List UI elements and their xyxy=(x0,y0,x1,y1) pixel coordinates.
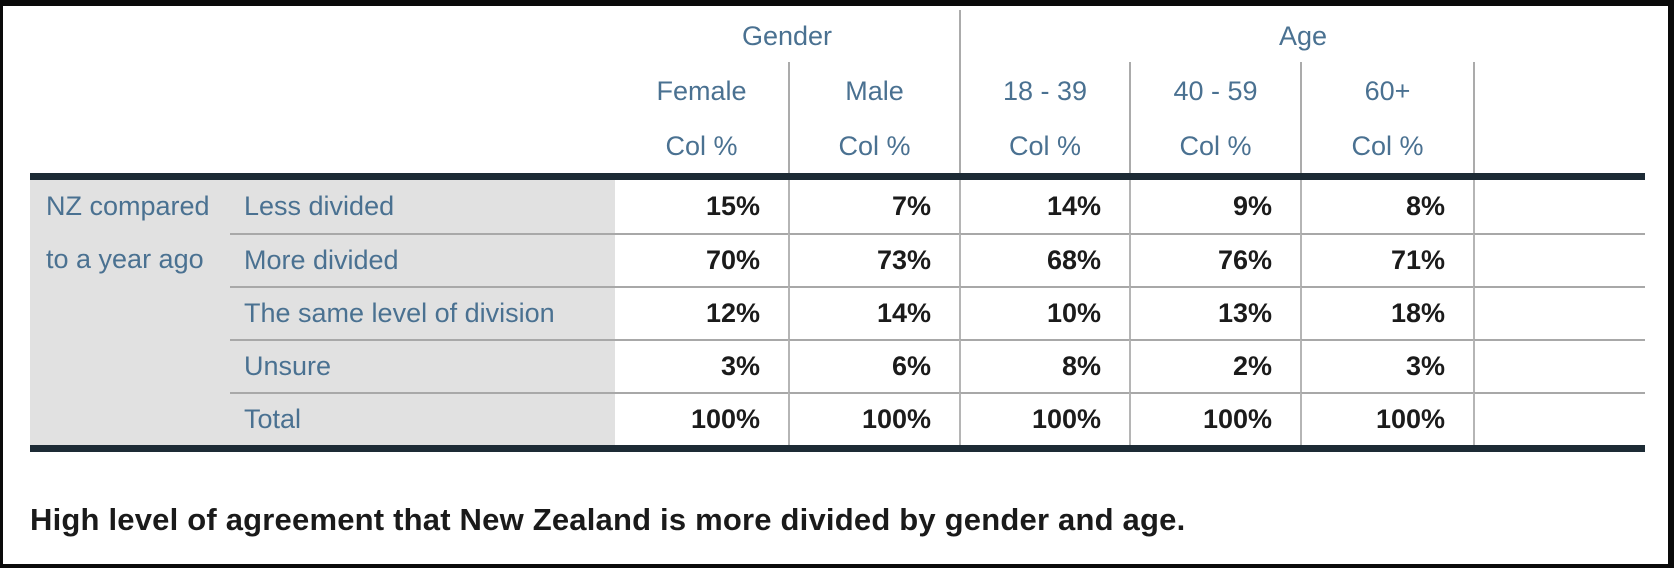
table-cell: 100% xyxy=(1129,392,1300,445)
column-header-empty xyxy=(1473,62,1645,120)
row-label-total: Total xyxy=(230,392,615,445)
table-cell: 14% xyxy=(788,286,959,339)
column-header-male: Male xyxy=(788,62,959,120)
table-cell: 68% xyxy=(959,233,1129,286)
table-cell: 10% xyxy=(959,286,1129,339)
table-cell: 70% xyxy=(615,233,788,286)
table-cell: 3% xyxy=(1300,339,1473,392)
table-cell: 9% xyxy=(1129,180,1300,233)
subheader-col-pct: Col % xyxy=(1300,120,1473,173)
table-cell: 13% xyxy=(1129,286,1300,339)
table-cell: 3% xyxy=(615,339,788,392)
table-cell: 7% xyxy=(788,180,959,233)
column-group-gender: Gender xyxy=(741,20,833,51)
subheader-col-pct: Col % xyxy=(1129,120,1300,173)
table-body: NZ compared to a year ago Less divided 1… xyxy=(30,180,1645,445)
subheader-col-pct: Col % xyxy=(788,120,959,173)
subheader-col-pct: Col % xyxy=(959,120,1129,173)
table-cell: 71% xyxy=(1300,233,1473,286)
column-group-age: Age xyxy=(959,10,1645,62)
table-cell: 8% xyxy=(959,339,1129,392)
row-group-label: NZ compared to a year ago xyxy=(30,180,230,445)
table-top-rule xyxy=(30,173,1645,180)
table-cell: 15% xyxy=(705,191,760,221)
table-cell: 2% xyxy=(1129,339,1300,392)
row-label-unsure: Unsure xyxy=(230,339,615,392)
table-cell: 100% xyxy=(615,392,788,445)
row-label-more-divided: More divided xyxy=(230,233,615,286)
table-cell-empty xyxy=(1473,233,1645,286)
subheader-col-pct: Col % xyxy=(665,131,738,161)
table-header: Gender Age Female Male 18 - 39 40 - 59 6… xyxy=(30,10,1645,173)
table-cell: 18% xyxy=(1300,286,1473,339)
table-cell: 100% xyxy=(1300,392,1473,445)
row-label-less-divided: Less divided xyxy=(230,180,615,233)
table-cell-empty xyxy=(1473,180,1645,233)
column-header-60plus: 60+ xyxy=(1300,62,1473,120)
table-bottom-rule xyxy=(30,445,1645,452)
crosstab-table: Gender Age Female Male 18 - 39 40 - 59 6… xyxy=(30,10,1645,452)
column-header-female: Female xyxy=(656,75,747,106)
row-group-label-line2: to a year ago xyxy=(46,244,204,274)
summary-caption: High level of agreement that New Zealand… xyxy=(30,502,1186,537)
table-cell-empty xyxy=(1473,286,1645,339)
table-cell: 12% xyxy=(615,286,788,339)
row-label-same-level: The same level of division xyxy=(230,286,615,339)
column-header-40-59: 40 - 59 xyxy=(1129,62,1300,120)
table-cell: 76% xyxy=(1129,233,1300,286)
header-spacer xyxy=(30,62,615,120)
table-cell-empty xyxy=(1473,392,1645,445)
table-cell: 8% xyxy=(1300,180,1473,233)
table-cell: 100% xyxy=(959,392,1129,445)
table-cell: 73% xyxy=(788,233,959,286)
column-header-18-39: 18 - 39 xyxy=(959,62,1129,120)
table-cell: 14% xyxy=(959,180,1129,233)
table-cell: 6% xyxy=(788,339,959,392)
subheader-empty xyxy=(1473,120,1645,173)
table-cell-empty xyxy=(1473,339,1645,392)
table-cell: 100% xyxy=(788,392,959,445)
header-spacer xyxy=(30,120,615,173)
row-group-label-line1: NZ compared xyxy=(46,191,210,221)
